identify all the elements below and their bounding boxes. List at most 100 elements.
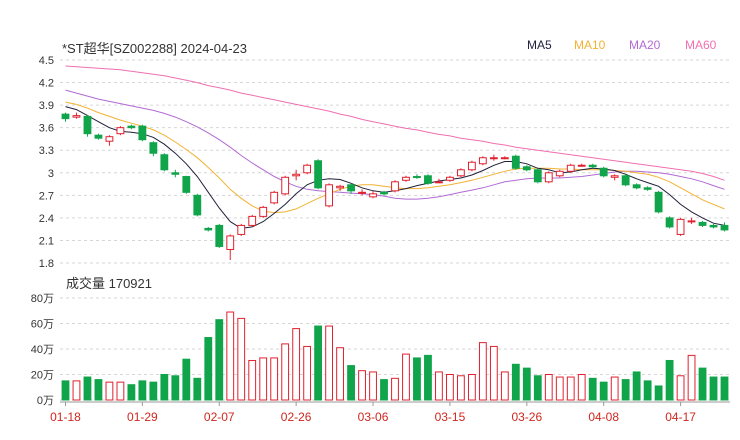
volume-bar [391, 377, 399, 401]
candle-body [138, 125, 147, 141]
volume-bar [413, 357, 421, 401]
volume-title: 成交量 170921 [66, 276, 152, 291]
volume-bar [577, 374, 586, 401]
candle-body [105, 136, 114, 142]
volume-tick-label: 60万 [31, 319, 54, 331]
volume-bar [676, 375, 685, 401]
volume-bar [435, 371, 443, 401]
volume-bar [698, 367, 707, 401]
legend-ma20: MA20 [629, 38, 661, 52]
volume-tick-label: 20万 [31, 370, 54, 382]
volume-bar [533, 375, 542, 401]
volume-bar [336, 347, 344, 401]
candle-body [215, 224, 224, 247]
chart-title: *ST超华[SZ002288] 2024-04-23 [62, 41, 247, 56]
x-tick-label: 01-18 [50, 410, 81, 424]
volume-bar [72, 380, 81, 401]
volume-bar [248, 359, 257, 401]
price-tick-label: 4.5 [39, 55, 54, 67]
candle-body [358, 191, 366, 194]
candle-body [347, 184, 355, 192]
volume-bar [654, 385, 663, 401]
volume-bar [522, 367, 531, 401]
candle-body [446, 176, 454, 181]
volume-bar [555, 376, 564, 401]
volume-bar [116, 381, 125, 401]
volume-bar [456, 375, 465, 401]
candle-body [94, 134, 103, 139]
candle-body [489, 157, 498, 160]
volume-bar [237, 317, 246, 401]
candle-body [369, 193, 377, 198]
x-tick-label: 04-08 [588, 410, 619, 424]
candle-body [676, 218, 685, 235]
volume-bar [599, 381, 608, 401]
candle-body [588, 164, 597, 168]
volume-tick-label: 0万 [37, 395, 54, 407]
price-tick-label: 4.2 [39, 78, 54, 90]
candle-body [160, 154, 169, 171]
volume-bar [709, 376, 718, 401]
candle-body [193, 194, 202, 216]
candle-body [303, 164, 312, 174]
candle-body [610, 175, 619, 178]
volume-bar [61, 380, 70, 401]
volume-bar [424, 354, 432, 401]
candle-body [171, 172, 180, 175]
candle-body [226, 235, 235, 250]
candle-body [424, 175, 432, 184]
x-tick-label: 03-26 [511, 410, 542, 424]
candle-body [533, 169, 542, 183]
x-tick-label: 02-07 [204, 410, 235, 424]
price-tick-label: 3.9 [39, 100, 54, 112]
price-tick-label: 3 [48, 168, 54, 180]
volume-bar [347, 365, 355, 401]
candle-body [336, 185, 344, 189]
candle-body [61, 113, 70, 120]
candle-body [237, 224, 246, 235]
candle-body [314, 160, 323, 189]
volume-bar [402, 353, 410, 401]
x-tick-label: 02-26 [281, 410, 312, 424]
ma20-line [65, 89, 725, 200]
x-tick-label: 01-29 [127, 410, 158, 424]
candle-body [281, 176, 290, 195]
volume-bar [215, 319, 224, 401]
legend-ma60: MA60 [685, 38, 717, 52]
volume-bar [303, 345, 312, 401]
candle-body [709, 224, 718, 228]
volume-bar [127, 384, 136, 401]
price-tick-label: 2.4 [39, 213, 54, 225]
volume-bar [632, 371, 641, 401]
candle-body [402, 176, 410, 181]
volume-bar [160, 374, 169, 401]
volume-tick-label: 80万 [31, 293, 54, 305]
volume-bar [292, 328, 301, 401]
price-tick-label: 3.6 [39, 123, 54, 135]
candle-body [654, 191, 663, 213]
volume-bar [665, 359, 674, 401]
volume-bar [171, 375, 180, 401]
candle-body [204, 227, 213, 231]
volume-bar [270, 357, 279, 401]
volume-bar [325, 325, 334, 401]
volume-bar [687, 354, 696, 401]
volume-bar [511, 363, 520, 401]
volume-bar [720, 376, 729, 401]
candle-body [413, 176, 421, 179]
volume-bar [643, 380, 652, 401]
candle-body [435, 181, 443, 184]
candle-body [577, 164, 586, 167]
volume-bar [369, 371, 377, 401]
candle-body [511, 155, 520, 169]
candle-body [72, 115, 81, 118]
price-tick-label: 3.3 [39, 145, 54, 157]
volume-bar [380, 379, 388, 401]
volume-bar [621, 379, 630, 401]
volume-bar [588, 377, 597, 401]
candle-body [259, 206, 268, 217]
candle-body [149, 142, 158, 154]
ma60-line [65, 65, 725, 181]
legend-ma5: MA5 [527, 38, 552, 52]
